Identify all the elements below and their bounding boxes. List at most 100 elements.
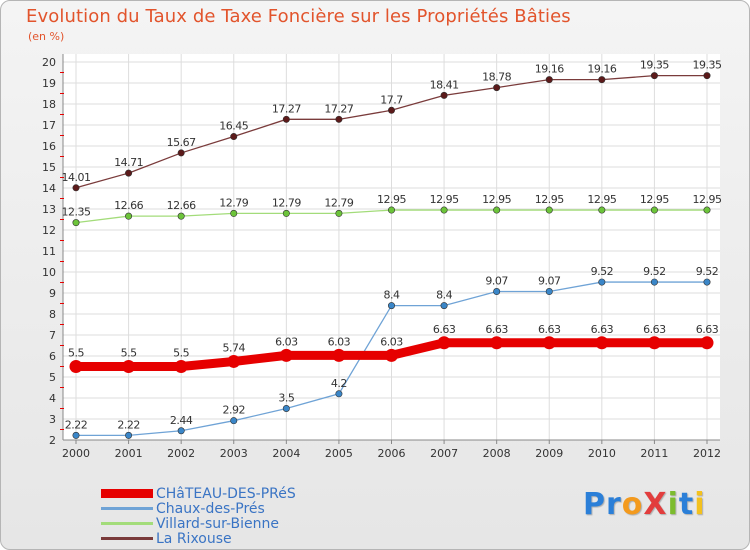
y-tick-label: 14	[42, 182, 56, 195]
data-point-villard-sur-bienne	[703, 206, 711, 214]
data-label-villard-sur-bienne: 12.95	[640, 193, 669, 206]
data-label-la-rixouse: 19.35	[693, 59, 722, 72]
data-point-villard-sur-bienne	[650, 206, 658, 214]
data-point-chateau-des-pres	[69, 360, 83, 373]
data-point-la-rixouse	[493, 84, 501, 92]
data-point-la-rixouse	[335, 115, 343, 123]
data-point-la-rixouse	[125, 169, 133, 177]
data-label-la-rixouse: 17.7	[380, 93, 403, 106]
data-point-chaux-des-pres	[545, 288, 553, 296]
x-tick-label: 2012	[693, 447, 721, 460]
data-point-chateau-des-pres	[647, 336, 661, 350]
data-point-chateau-des-pres	[700, 336, 714, 350]
data-label-villard-sur-bienne: 12.79	[324, 196, 353, 209]
data-label-chateau-des-pres: 6.03	[275, 335, 298, 348]
data-point-chateau-des-pres	[542, 336, 556, 350]
data-label-chaux-des-pres: 8.4	[436, 289, 452, 302]
y-tick-label: 20	[42, 56, 56, 69]
data-point-chaux-des-pres	[387, 302, 395, 310]
data-label-chateau-des-pres: 6.63	[538, 323, 561, 336]
y-tick-label: 17	[42, 119, 56, 132]
y-tick-label: 9	[49, 287, 56, 300]
x-tick-label: 2006	[378, 447, 406, 460]
logo-letter: i	[694, 487, 706, 522]
data-label-villard-sur-bienne: 12.66	[114, 199, 143, 212]
y-tick-label: 11	[42, 245, 56, 258]
data-point-la-rixouse	[230, 133, 238, 141]
data-point-chaux-des-pres	[230, 417, 238, 425]
x-tick-label: 2005	[325, 447, 353, 460]
logo-letter: X	[643, 487, 668, 522]
data-point-chateau-des-pres	[595, 336, 609, 350]
data-point-chateau-des-pres	[279, 348, 293, 362]
legend-swatch	[101, 537, 153, 540]
proxiti-logo: ProXiti	[583, 487, 706, 522]
data-label-chaux-des-pres: 9.52	[591, 265, 614, 278]
data-point-villard-sur-bienne	[598, 206, 606, 214]
y-tick-label: 6	[49, 350, 56, 363]
data-point-villard-sur-bienne	[493, 206, 501, 214]
data-label-chaux-des-pres: 9.52	[643, 265, 666, 278]
legend-swatch	[101, 489, 153, 498]
data-label-chaux-des-pres: 2.22	[65, 418, 88, 431]
data-label-chaux-des-pres: 2.22	[117, 418, 140, 431]
data-label-villard-sur-bienne: 12.79	[219, 196, 248, 209]
data-point-chateau-des-pres	[174, 360, 188, 373]
data-label-villard-sur-bienne: 12.95	[535, 193, 564, 206]
legend-label: Villard-sur-Bienne	[156, 516, 280, 532]
data-label-la-rixouse: 19.16	[535, 63, 564, 76]
legend-label: La Rixouse	[156, 531, 232, 547]
data-label-chaux-des-pres: 2.44	[170, 414, 193, 427]
data-label-villard-sur-bienne: 12.95	[430, 193, 459, 206]
data-point-chateau-des-pres	[385, 348, 398, 362]
data-label-chateau-des-pres: 6.63	[433, 323, 456, 336]
data-label-chateau-des-pres: 6.63	[696, 323, 719, 336]
data-label-la-rixouse: 18.41	[430, 78, 459, 91]
x-tick-label: 2000	[62, 447, 90, 460]
data-point-villard-sur-bienne	[282, 209, 290, 217]
y-tick-label: 5	[49, 371, 56, 384]
data-label-la-rixouse: 14.01	[62, 171, 91, 184]
x-tick-label: 2003	[220, 447, 248, 460]
legend-label: CHâTEAU-DES-PRéS	[156, 486, 296, 502]
x-tick-label: 2004	[272, 447, 300, 460]
y-tick-label: 16	[42, 140, 56, 153]
data-point-chateau-des-pres	[122, 360, 136, 373]
data-point-chateau-des-pres	[490, 336, 504, 350]
data-point-la-rixouse	[545, 76, 553, 84]
data-label-villard-sur-bienne: 12.95	[482, 193, 511, 206]
data-label-chaux-des-pres: 2.92	[223, 404, 246, 417]
data-point-chateau-des-pres	[227, 354, 241, 368]
data-point-chaux-des-pres	[650, 278, 658, 286]
y-tick-label: 8	[49, 308, 56, 321]
data-label-chaux-des-pres: 4.2	[331, 377, 347, 390]
data-label-chaux-des-pres: 8.4	[384, 289, 400, 302]
data-point-chaux-des-pres	[282, 404, 290, 412]
y-tick-label: 19	[42, 77, 56, 90]
data-point-la-rixouse	[650, 72, 658, 80]
data-label-chateau-des-pres: 5.5	[121, 347, 137, 360]
data-label-chaux-des-pres: 9.07	[538, 275, 561, 288]
y-tick-label: 18	[42, 98, 56, 111]
y-tick-label: 7	[49, 329, 56, 342]
logo-letter: P	[583, 487, 606, 522]
data-point-la-rixouse	[177, 149, 185, 157]
y-tick-label: 10	[42, 266, 56, 279]
data-label-la-rixouse: 19.16	[587, 63, 616, 76]
data-point-villard-sur-bienne	[387, 206, 395, 214]
data-label-la-rixouse: 14.71	[114, 156, 143, 169]
logo-letter: t	[678, 487, 695, 522]
legend-swatch	[101, 522, 153, 525]
x-tick-label: 2009	[535, 447, 563, 460]
data-point-la-rixouse	[703, 72, 711, 80]
data-label-villard-sur-bienne: 12.95	[587, 193, 616, 206]
x-tick-label: 2008	[483, 447, 511, 460]
data-point-villard-sur-bienne	[335, 209, 343, 217]
data-label-chateau-des-pres: 6.03	[328, 335, 351, 348]
data-point-chaux-des-pres	[125, 431, 133, 439]
data-label-la-rixouse: 17.27	[324, 102, 353, 115]
x-tick-label: 2011	[640, 447, 668, 460]
data-label-la-rixouse: 18.78	[482, 71, 511, 84]
data-point-la-rixouse	[72, 184, 80, 192]
